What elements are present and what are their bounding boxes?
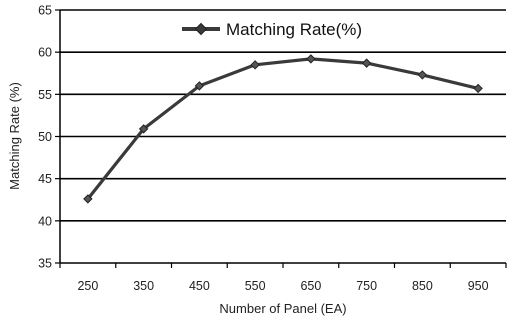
x-tick-label: 950	[468, 279, 489, 293]
x-tick-label: 750	[356, 279, 377, 293]
series-line	[86, 57, 479, 200]
y-axis-title: Matching Rate (%)	[7, 82, 22, 190]
x-tick-label: 350	[133, 279, 154, 293]
x-axis-title: Number of Panel (EA)	[219, 301, 346, 316]
data-point	[306, 54, 316, 64]
x-tick-label: 850	[412, 279, 433, 293]
data-point	[83, 194, 93, 204]
legend: Matching Rate(%)	[182, 20, 362, 39]
data-point	[473, 83, 483, 94]
gridlines	[60, 9, 506, 222]
legend-label: Matching Rate(%)	[226, 20, 362, 39]
series-plot	[83, 54, 483, 204]
y-tick-label: 50	[38, 130, 52, 144]
y-tick-label: 55	[38, 88, 52, 102]
y-tick-label: 45	[38, 172, 52, 186]
y-tick-label: 40	[38, 214, 52, 228]
x-tick-label: 250	[77, 279, 98, 293]
y-tick-label: 65	[38, 4, 52, 18]
x-tick-label: 650	[300, 279, 321, 293]
y-tick-labels: 35 40 45 50 55 60 65	[38, 4, 60, 271]
data-point	[417, 70, 428, 80]
data-point	[138, 124, 149, 134]
data-point	[250, 60, 260, 70]
legend-diamond-marker	[194, 22, 208, 36]
x-tick-label: 550	[245, 279, 266, 293]
data-point	[361, 58, 372, 68]
y-tick-label: 35	[38, 257, 52, 271]
data-point	[194, 81, 205, 91]
x-tick-labels: 250 350 450 550 650 750 850 950	[59, 263, 507, 293]
y-tick-label: 60	[38, 46, 52, 60]
x-tick-label: 450	[189, 279, 210, 293]
